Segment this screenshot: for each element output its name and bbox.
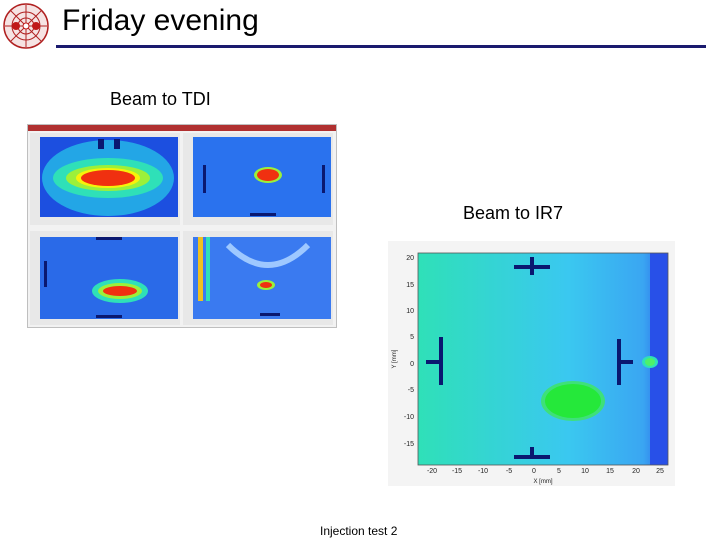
y-axis-label: Y [mm]: [392, 349, 398, 368]
tdi-panel-4: [183, 231, 333, 325]
tdi-beam-screen-montage: [27, 124, 337, 328]
title-divider: [56, 45, 706, 48]
tdi-panel-2: [183, 133, 333, 225]
x-tick: 5: [557, 468, 561, 475]
x-tick: 0: [532, 468, 536, 475]
y-tick: 5: [410, 334, 414, 341]
beam-to-ir7-label: Beam to IR7: [463, 203, 564, 223]
x-tick: 20: [632, 468, 640, 475]
y-tick: 15: [406, 282, 414, 289]
x-tick: -15: [452, 468, 462, 475]
tdi-panel-3: [30, 231, 180, 325]
x-tick: -10: [478, 468, 488, 475]
tdi-panel-1: [30, 133, 180, 225]
page-title: Friday evening: [62, 4, 259, 37]
x-tick: 10: [581, 468, 589, 475]
x-tick: 25: [656, 468, 664, 475]
x-tick: -20: [427, 468, 437, 475]
y-tick: -15: [404, 441, 414, 448]
x-tick: -5: [506, 468, 512, 475]
y-tick: -10: [404, 414, 414, 421]
y-tick: -5: [408, 387, 414, 394]
y-tick: 10: [406, 308, 414, 315]
x-tick: 15: [606, 468, 614, 475]
y-tick: 0: [410, 361, 414, 368]
beam-to-tdi-label: Beam to TDI: [110, 89, 211, 109]
y-tick: 20: [406, 255, 414, 262]
cern-logo-icon: [2, 2, 50, 50]
slide-caption: Injection test 2: [320, 524, 398, 538]
ir7-beam-screen-image: 20 15 10 5 0 -5 -10 -15 -20 -15 -10 -5 0…: [388, 241, 675, 486]
x-axis-label: X [mm]: [534, 479, 553, 485]
